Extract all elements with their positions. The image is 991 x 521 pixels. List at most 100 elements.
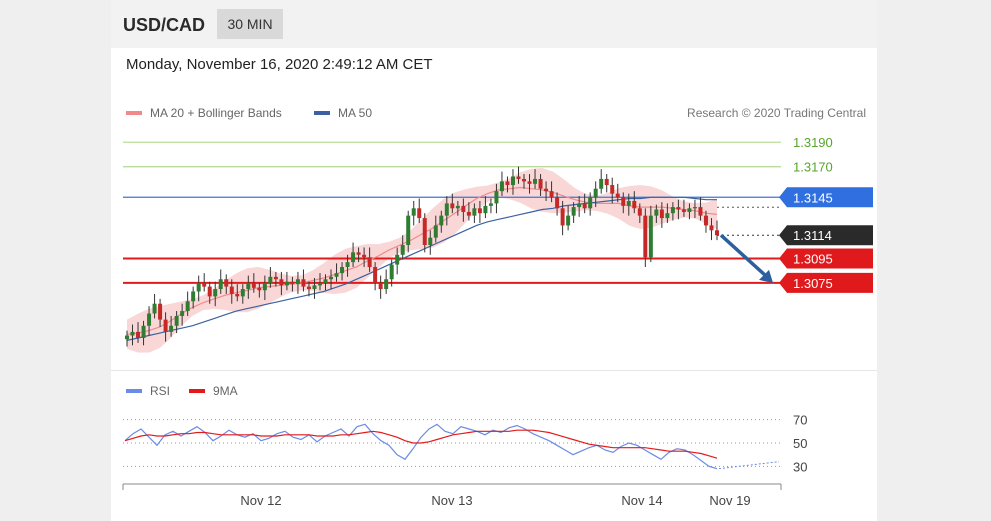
legend-9ma: 9MA xyxy=(189,384,238,398)
candle-body xyxy=(522,178,527,182)
candle-body xyxy=(461,205,466,212)
candle-body xyxy=(681,209,686,212)
candle-body xyxy=(709,225,714,231)
candle-body xyxy=(632,200,637,209)
legend-ma50: MA 50 xyxy=(314,106,372,120)
source-credit: Research © 2020 Trading Central xyxy=(687,106,866,120)
candle-body xyxy=(257,287,262,291)
rsi-projection xyxy=(718,461,780,470)
level-label-1.3170: 1.3170 xyxy=(793,160,833,175)
candle-body xyxy=(273,276,278,280)
forecast-arrow-shaft xyxy=(719,233,769,279)
candle-body xyxy=(577,203,582,208)
level-label-1.3190: 1.3190 xyxy=(793,135,833,150)
x-tick-label: Nov 14 xyxy=(621,493,662,508)
candle-body xyxy=(533,178,538,184)
legend-rsi-label: RSI xyxy=(150,384,171,398)
candle-body xyxy=(648,215,653,258)
candle-body xyxy=(483,205,488,214)
rsi-ma-line xyxy=(124,429,718,459)
candle-body xyxy=(130,331,135,336)
ma20-swatch xyxy=(126,111,142,115)
ma20-line xyxy=(126,186,718,335)
timeframe-badge[interactable]: 30 MIN xyxy=(217,9,283,39)
candle-body xyxy=(654,209,659,216)
timestamp: Monday, November 16, 2020 2:49:12 AM CET xyxy=(126,56,433,73)
candle-body xyxy=(428,237,433,245)
level-tag-1.3075 xyxy=(779,272,873,293)
currency-pair-title: USD/CAD xyxy=(123,15,206,35)
candle-body xyxy=(494,191,499,204)
level-tag-1.3114 xyxy=(779,225,873,246)
candle-body xyxy=(202,282,207,287)
x-tick-label: Nov 19 xyxy=(709,493,750,508)
candle-body xyxy=(615,193,620,198)
price-chart: 1.3190 1.3170 1.3145 1.3114 1.3095 1.3075 xyxy=(123,135,873,353)
candle-body xyxy=(389,264,394,280)
candle-body xyxy=(218,279,223,290)
candle-body xyxy=(472,208,477,216)
ma50-swatch xyxy=(314,111,330,115)
candle-body xyxy=(384,279,389,290)
candle-body xyxy=(505,181,510,186)
candle-body xyxy=(301,279,306,287)
candle-body xyxy=(351,252,356,263)
rsi-chart: 70 50 30 Nov 12 Nov 13 Nov 14 Nov 19 xyxy=(122,413,807,508)
level-label-1.3145: 1.3145 xyxy=(793,190,833,205)
candle-body xyxy=(538,178,543,189)
candle-body xyxy=(450,203,455,209)
candle-body xyxy=(158,303,163,320)
candle-body xyxy=(703,215,708,226)
candle-body xyxy=(560,208,565,226)
candle-body xyxy=(141,325,146,338)
candle-body xyxy=(373,267,378,283)
level-label-1.3075: 1.3075 xyxy=(793,276,833,291)
ma50-line xyxy=(126,196,717,341)
candle-body xyxy=(411,208,416,216)
candle-body xyxy=(191,291,196,302)
candle-body xyxy=(676,207,681,210)
candle-body xyxy=(610,185,615,194)
candle-body xyxy=(180,311,185,316)
candle-body xyxy=(185,301,190,312)
candle-body xyxy=(439,215,444,226)
candle-body xyxy=(549,191,554,198)
candle-body xyxy=(466,211,471,216)
candle-body xyxy=(334,273,339,277)
candle-body xyxy=(698,207,703,216)
candle-body xyxy=(566,215,571,226)
candle-body xyxy=(637,208,642,216)
candle-body xyxy=(262,282,267,291)
rsi-swatch xyxy=(126,389,142,393)
candle-body xyxy=(527,181,532,184)
candle-body xyxy=(323,279,328,283)
candle-body xyxy=(422,218,427,245)
candle-body xyxy=(621,197,626,206)
candle-body xyxy=(345,262,350,268)
candle-body xyxy=(626,200,631,206)
candle-body xyxy=(174,315,179,326)
x-tick-label: Nov 13 xyxy=(431,493,472,508)
forecast-arrowhead xyxy=(759,269,773,283)
candle-body xyxy=(670,207,675,214)
candle-body xyxy=(240,289,245,297)
candle-body xyxy=(306,286,311,290)
candle-body xyxy=(213,289,218,297)
candle-body xyxy=(715,230,719,236)
rsi-tick-70: 70 xyxy=(793,413,807,428)
candle-body xyxy=(455,205,460,209)
candle-body xyxy=(235,293,240,297)
candle-body xyxy=(406,215,411,245)
candle-body xyxy=(317,282,322,286)
candle-body xyxy=(378,282,383,290)
candle-body xyxy=(169,325,174,332)
candle-body xyxy=(444,203,449,216)
level-label-1.3095: 1.3095 xyxy=(793,251,833,266)
candle-body xyxy=(224,279,229,287)
chart-header: USD/CAD 30 MIN xyxy=(111,0,877,48)
candle-body xyxy=(599,178,604,189)
candle-body xyxy=(312,285,317,290)
x-tick-label: Nov 12 xyxy=(240,493,281,508)
candle-body xyxy=(340,267,345,274)
candle-body xyxy=(147,313,152,326)
